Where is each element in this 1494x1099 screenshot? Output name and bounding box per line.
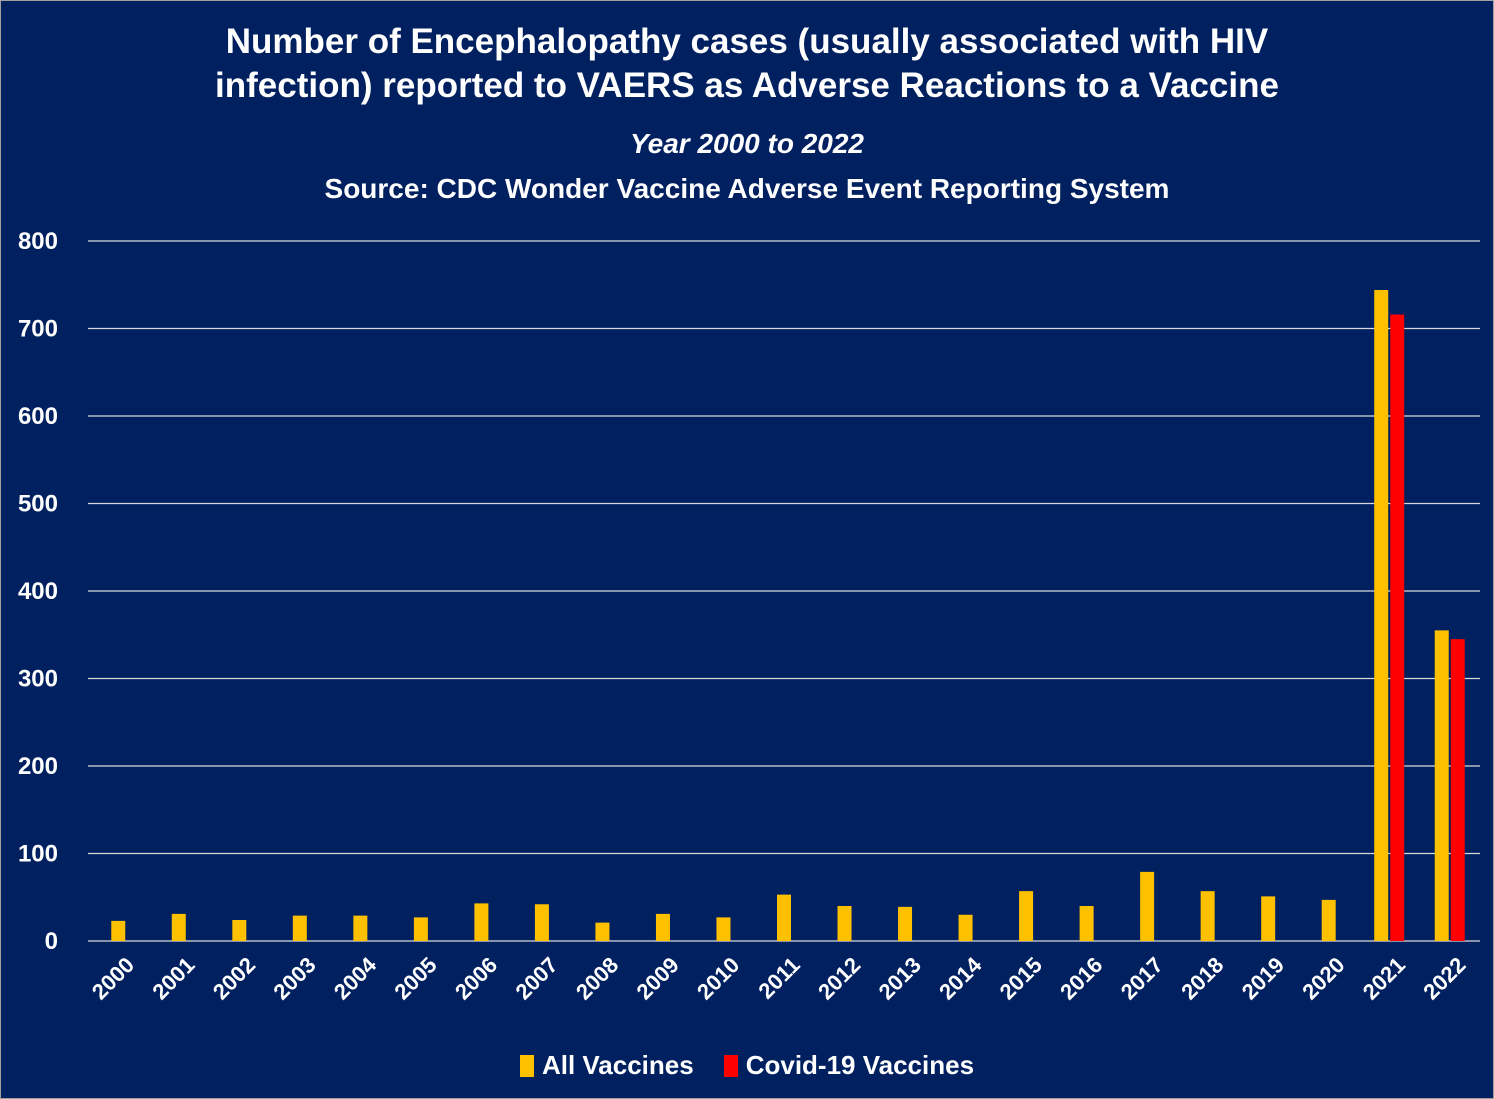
x-tick-label: 2015 — [995, 952, 1047, 1004]
bar-all-vaccines — [474, 903, 489, 941]
bar-all-vaccines — [171, 913, 186, 941]
chart-subtitle: Year 2000 to 2022 — [629, 128, 865, 159]
bar-covid-vaccines — [1390, 314, 1405, 941]
bar-all-vaccines — [534, 904, 549, 941]
bar-all-vaccines — [1200, 891, 1215, 941]
y-tick-label: 200 — [18, 753, 58, 780]
bar-all-vaccines — [655, 913, 670, 941]
bar-all-vaccines — [777, 894, 791, 941]
x-tick-label: 2001 — [147, 952, 199, 1004]
bar-all-vaccines — [111, 920, 126, 941]
x-tick-label: 2010 — [692, 952, 744, 1004]
y-tick-label: 0 — [45, 928, 58, 955]
bar-all-vaccines — [292, 915, 307, 941]
x-tick-label: 2022 — [1418, 952, 1470, 1004]
chart-source: Source: CDC Wonder Vaccine Adverse Event… — [324, 173, 1170, 204]
x-tick-label: 2007 — [510, 952, 562, 1004]
x-tick-label: 2003 — [268, 952, 320, 1004]
y-tick-label: 300 — [18, 666, 58, 693]
legend-item-all-vaccines: All Vaccines — [519, 1050, 694, 1081]
bar-all-vaccines — [1321, 899, 1336, 941]
x-tick-label: 2012 — [813, 952, 865, 1004]
bar-all-vaccines — [1079, 906, 1094, 941]
bar-covid-vaccines — [1450, 639, 1465, 941]
bar-all-vaccines — [958, 914, 973, 941]
chart-title: Number of Encephalopathy cases (usually … — [0, 20, 1494, 108]
legend-swatch-all-vaccines — [519, 1054, 534, 1077]
x-tick-label: 2016 — [1055, 952, 1107, 1004]
bar-all-vaccines — [1140, 871, 1155, 941]
x-tick-label: 2006 — [450, 952, 502, 1004]
y-tick-label: 700 — [18, 316, 58, 343]
x-tick-label: 2002 — [208, 952, 260, 1004]
x-tick-label: 2014 — [934, 952, 987, 1005]
y-tick-label: 400 — [18, 578, 58, 605]
legend-item-covid-vaccines: Covid-19 Vaccines — [723, 1050, 975, 1081]
x-tick-label: 2009 — [632, 952, 684, 1004]
bar-all-vaccines — [716, 917, 731, 941]
x-tick-label: 2018 — [1176, 952, 1228, 1004]
bar-all-vaccines — [1261, 896, 1276, 941]
x-tick-label: 2021 — [1358, 952, 1410, 1004]
y-tick-label: 800 — [18, 228, 58, 255]
bar-all-vaccines — [837, 906, 852, 941]
legend-label-all-vaccines: All Vaccines — [541, 1050, 694, 1080]
y-tick-label: 100 — [18, 841, 58, 868]
x-tick-label: 2020 — [1297, 952, 1349, 1004]
bar-all-vaccines — [413, 917, 428, 941]
x-tick-label: 2008 — [571, 952, 623, 1004]
bar-all-vaccines — [595, 922, 610, 941]
y-tick-label: 500 — [18, 491, 58, 518]
x-tick-label: 2005 — [389, 952, 441, 1004]
legend: All Vaccines Covid-19 Vaccines — [0, 1050, 1494, 1081]
chart-title-line-2: infection) reported to VAERS as Adverse … — [215, 66, 1279, 105]
legend-swatch-covid-vaccines — [723, 1054, 738, 1077]
x-tick-label: 2011 — [753, 952, 804, 1003]
chart-title-line-1: Number of Encephalopathy cases (usually … — [225, 22, 1269, 61]
x-tick-label: 2019 — [1237, 952, 1289, 1004]
x-tick-label: 2004 — [329, 952, 382, 1005]
bar-all-vaccines — [1374, 290, 1389, 941]
x-tick-label: 2017 — [1116, 952, 1168, 1004]
bar-all-vaccines — [1434, 630, 1449, 941]
x-tick-label: 2013 — [874, 952, 926, 1004]
bar-all-vaccines — [1019, 891, 1034, 941]
bar-all-vaccines — [232, 920, 247, 941]
y-tick-label: 600 — [18, 403, 58, 430]
x-tick-label: 2000 — [87, 952, 139, 1004]
legend-label-covid-vaccines: Covid-19 Vaccines — [745, 1050, 975, 1080]
bar-all-vaccines — [898, 906, 913, 941]
bar-all-vaccines — [353, 915, 368, 941]
